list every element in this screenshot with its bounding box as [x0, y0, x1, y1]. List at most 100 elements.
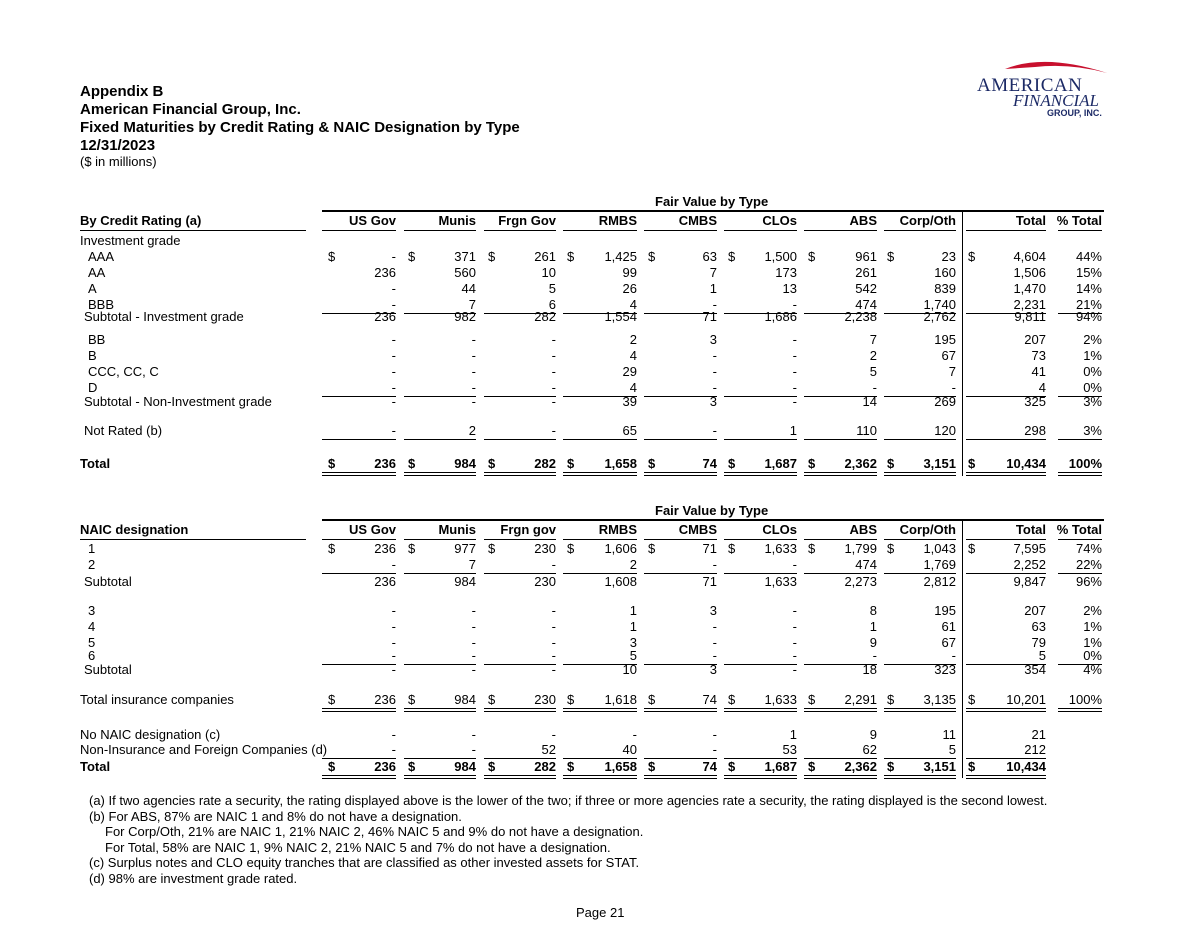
underline [404, 758, 476, 759]
cell-value: 71 [702, 309, 717, 324]
cell-value: - [551, 348, 556, 363]
cell-value: 982 [454, 309, 476, 324]
cell-value: 71 [702, 541, 717, 556]
underline [884, 539, 956, 540]
cell-value: - [551, 394, 556, 409]
cell-value: 236 [374, 759, 396, 774]
underline [404, 396, 476, 397]
appendix-label: Appendix B [80, 83, 164, 100]
cell-value: 195 [934, 603, 956, 618]
cell-value: - [712, 364, 717, 379]
report-date: 12/31/2023 [80, 137, 156, 154]
column-header: Munis [438, 213, 476, 228]
cell-value: 7 [709, 265, 717, 280]
cell-value: 4 [1038, 380, 1046, 395]
column-header: CMBS [678, 213, 717, 228]
cell-value: - [471, 603, 476, 618]
cell-value: - [471, 380, 476, 395]
double-underline [644, 475, 717, 476]
underline [322, 313, 396, 314]
cell-value: - [391, 423, 396, 438]
underline [966, 472, 1046, 473]
column-header: ABS [849, 522, 877, 537]
cell-value: 0% [1083, 380, 1102, 395]
row-label: Subtotal [84, 662, 132, 677]
column-header: Total [1015, 213, 1046, 228]
cell-value: - [792, 662, 797, 677]
cell-value: - [712, 619, 717, 634]
cell-value: - [391, 648, 396, 663]
cell-value: 2 [629, 332, 637, 347]
cell-value: 1,658 [604, 456, 637, 471]
cell-value: 236 [374, 309, 396, 324]
currency-symbol: $ [488, 759, 496, 774]
underline [1058, 439, 1102, 440]
cell-value: 3 [709, 662, 717, 677]
cell-value: - [471, 742, 476, 757]
cell-value: 282 [534, 456, 556, 471]
underline [724, 313, 797, 314]
cell-value: 67 [941, 348, 956, 363]
underline [644, 439, 717, 440]
underline [644, 775, 717, 776]
cell-value: - [391, 727, 396, 742]
underline [1058, 472, 1102, 473]
cell-value: - [551, 423, 556, 438]
underline [884, 758, 956, 759]
cell-value: 74% [1075, 541, 1102, 556]
cell-value: - [471, 332, 476, 347]
logo-word-financial: FINANCIAL [1013, 91, 1099, 110]
cell-value: - [792, 297, 797, 312]
cell-value: 9,811 [1014, 309, 1046, 324]
cell-value: 10 [622, 662, 637, 677]
cell-value: 282 [534, 309, 556, 324]
underline [484, 775, 556, 776]
currency-symbol: $ [728, 759, 736, 774]
column-divider [962, 521, 963, 778]
cell-value: - [391, 603, 396, 618]
underline [404, 775, 476, 776]
cell-value: 3 [709, 394, 717, 409]
cell-value: 41 [1031, 364, 1046, 379]
column-header: CLOs [762, 522, 797, 537]
cell-value: 4 [629, 348, 637, 363]
cell-value: - [551, 380, 556, 395]
cell-value: 207 [1024, 332, 1046, 347]
underline [804, 708, 877, 709]
cell-value: 74 [702, 692, 717, 707]
underline [966, 708, 1046, 709]
cell-value: 2,812 [923, 574, 956, 589]
cell-value: - [391, 394, 396, 409]
cell-value: 1% [1083, 348, 1102, 363]
underline [322, 758, 396, 759]
currency-symbol: $ [728, 249, 736, 264]
cell-value: 11 [942, 727, 957, 742]
underline [966, 396, 1046, 397]
underline [966, 758, 1046, 759]
cell-value: - [712, 348, 717, 363]
cell-value: 100% [1068, 456, 1102, 471]
cell-value: - [551, 662, 556, 677]
currency-symbol: $ [808, 541, 816, 556]
cell-value: 984 [454, 692, 476, 707]
column-header: ABS [849, 213, 877, 228]
double-underline [724, 778, 797, 779]
cell-value: 839 [934, 281, 956, 296]
cell-value: 99 [622, 265, 637, 280]
cell-value: 18 [862, 662, 877, 677]
cell-value: - [471, 662, 476, 677]
cell-value: 325 [1024, 394, 1046, 409]
cell-value: - [551, 635, 556, 650]
double-underline [966, 475, 1046, 476]
cell-value: 3 [709, 332, 717, 347]
underline [966, 439, 1046, 440]
cell-value: 5 [869, 364, 877, 379]
underline [804, 775, 877, 776]
cell-value: - [471, 619, 476, 634]
underline [404, 539, 476, 540]
cell-value: 10 [541, 265, 556, 280]
currency-symbol: $ [408, 456, 416, 471]
cell-value: 21 [1031, 727, 1046, 742]
underline [644, 396, 717, 397]
underline [322, 539, 396, 540]
